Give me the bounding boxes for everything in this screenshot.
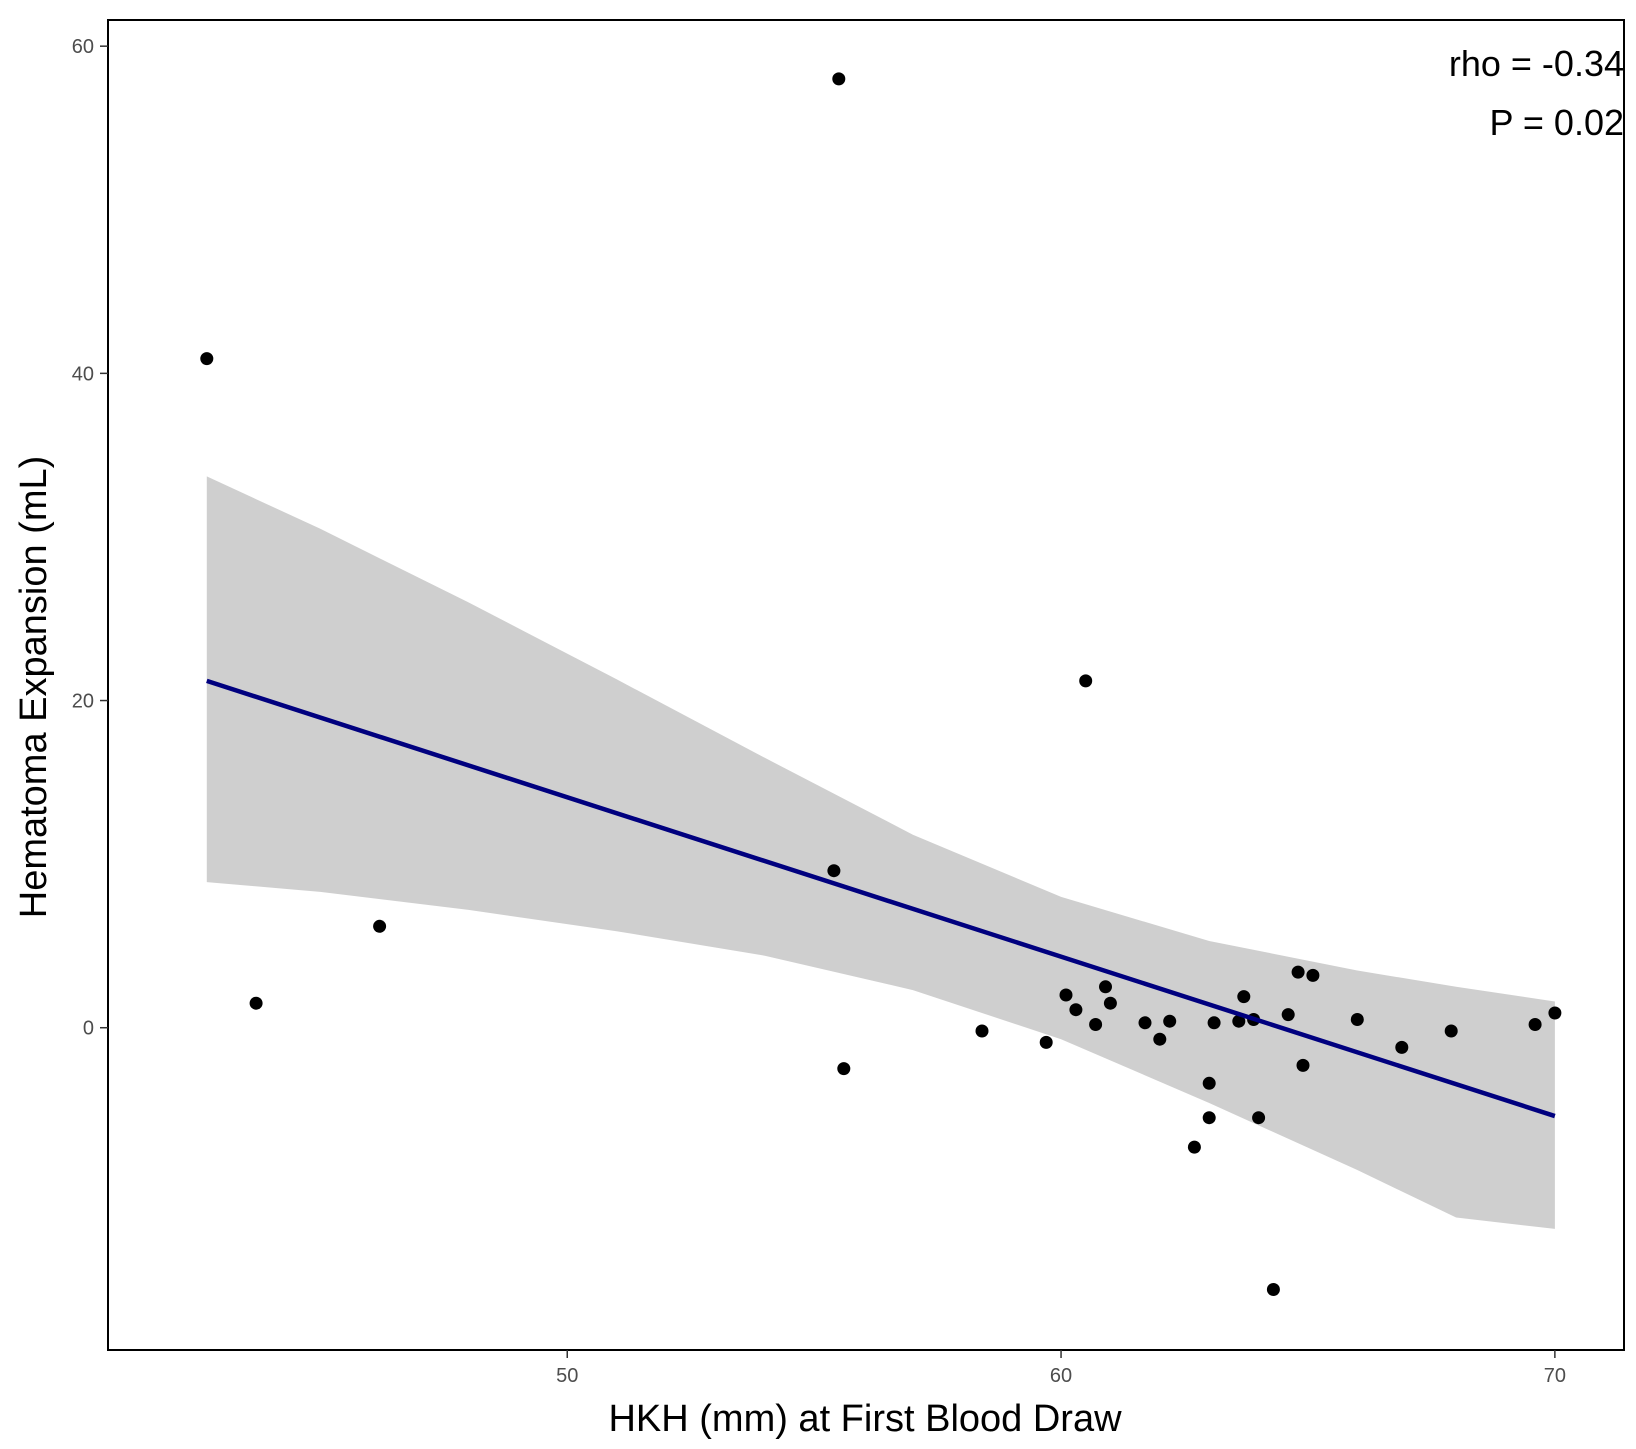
- data-point: [1232, 1014, 1246, 1028]
- data-point: [1089, 1018, 1103, 1031]
- data-point: [373, 919, 387, 933]
- data-point: [1103, 996, 1117, 1010]
- data-point: [1291, 965, 1305, 979]
- confidence-band: [206, 476, 1555, 1229]
- data-point: [1079, 674, 1093, 688]
- data-point: [1237, 990, 1251, 1004]
- data-point: [1202, 1076, 1216, 1090]
- data-point: [200, 352, 214, 366]
- data-point: [1444, 1024, 1458, 1038]
- x-tick-label: 70: [1544, 1365, 1566, 1387]
- data-point: [837, 1062, 851, 1076]
- confidence-band-layer: [206, 476, 1555, 1229]
- data-point: [249, 996, 263, 1010]
- data-point: [1099, 980, 1112, 994]
- annotation-rho: rho = -0.34: [1449, 43, 1624, 84]
- data-point: [1266, 1283, 1280, 1296]
- data-point: [1187, 1140, 1201, 1154]
- regression-line-layer: [206, 678, 1556, 1119]
- data-point: [1069, 1003, 1083, 1017]
- data-point: [827, 864, 841, 878]
- data-point: [1252, 1111, 1266, 1125]
- x-tick-label: 60: [1050, 1365, 1072, 1387]
- data-point: [1528, 1018, 1542, 1031]
- panel-border: [107, 19, 1625, 1351]
- data-point: [1306, 968, 1320, 982]
- y-tick-label: 40: [72, 363, 94, 385]
- x-tick-label: 50: [556, 1365, 578, 1387]
- data-point: [1207, 1016, 1221, 1030]
- data-point: [1039, 1035, 1053, 1049]
- regression-line: [206, 678, 1556, 1119]
- x-axis-ticks: 50 60 70: [556, 1350, 1566, 1387]
- data-point: [832, 72, 846, 86]
- x-axis-title: HKH (mm) at First Blood Draw: [608, 1398, 1122, 1440]
- data-point: [1548, 1006, 1562, 1020]
- data-point: [1163, 1014, 1177, 1028]
- annotation-p-value: P = 0.02: [1490, 102, 1624, 143]
- y-axis-title: Hematoma Expansion (mL): [13, 456, 55, 919]
- data-point: [1281, 1008, 1295, 1022]
- data-point: [1395, 1040, 1409, 1054]
- data-point: [1153, 1032, 1167, 1046]
- y-axis-ticks: 0 20 40 60: [72, 36, 108, 1040]
- data-point: [1296, 1058, 1310, 1072]
- data-point: [1059, 988, 1073, 1002]
- data-point: [1350, 1013, 1364, 1026]
- data-point: [1202, 1111, 1216, 1125]
- data-point: [1138, 1016, 1152, 1030]
- y-tick-label: 60: [72, 36, 94, 58]
- data-point: [975, 1024, 989, 1038]
- y-tick-label: 20: [72, 691, 94, 713]
- y-tick-label: 0: [83, 1018, 94, 1040]
